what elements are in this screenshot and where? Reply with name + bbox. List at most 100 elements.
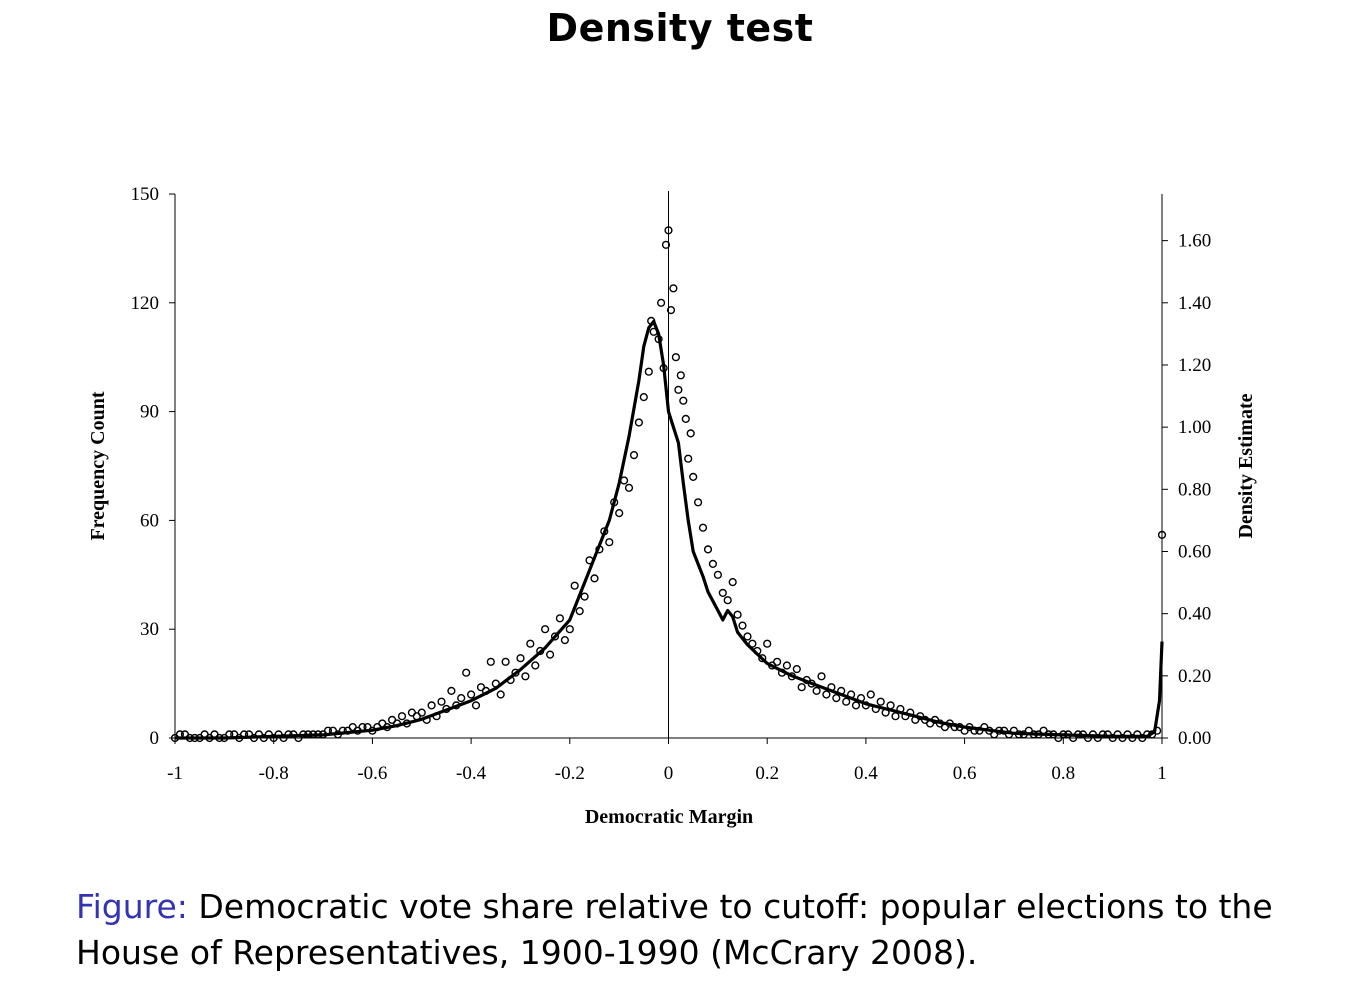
frequency-point — [550, 632, 560, 641]
frequency-point — [521, 672, 530, 681]
y-tick-label-right: 1.00 — [1178, 417, 1211, 438]
frequency-point — [792, 664, 801, 674]
frequency-point — [565, 625, 574, 634]
frequency-point — [671, 353, 681, 362]
frequency-point — [545, 650, 555, 659]
frequency-point — [822, 690, 831, 699]
frequency-point — [733, 610, 742, 619]
x-tick-label: -0.8 — [259, 763, 289, 784]
frequency-point — [427, 701, 436, 710]
frequency-point — [686, 429, 695, 438]
frequency-point — [718, 588, 727, 598]
x-tick-label: -0.2 — [555, 763, 585, 784]
frequency-point — [644, 367, 653, 376]
frequency-point — [462, 668, 471, 677]
y-tick-label-left: 150 — [131, 184, 160, 205]
frequency-point — [1157, 530, 1167, 540]
y-tick-label-left: 90 — [140, 402, 159, 423]
y-tick-label-right: 0.00 — [1178, 728, 1211, 749]
frequency-point — [763, 639, 772, 648]
frequency-point — [560, 635, 570, 645]
frequency-point — [540, 625, 550, 634]
slide-title: Density test — [546, 6, 814, 50]
frequency-point — [748, 639, 757, 648]
frequency-point — [681, 414, 690, 424]
frequency-point — [708, 559, 718, 569]
x-axis-title: Democratic Margin — [585, 806, 753, 828]
marks-layer — [170, 226, 1167, 743]
frequency-point — [397, 712, 407, 721]
frequency-point — [417, 708, 426, 717]
frequency-point — [728, 577, 737, 587]
x-tick-label: -1 — [167, 763, 183, 784]
frequency-point — [664, 226, 673, 235]
x-tick-label: 0.6 — [953, 763, 977, 784]
y-tick-label-right: 0.60 — [1178, 541, 1211, 562]
frequency-point — [676, 371, 685, 380]
frequency-point — [698, 523, 708, 532]
frequency-point — [526, 639, 535, 648]
frequency-point — [684, 454, 693, 463]
caption-text: Democratic vote share relative to cutoff… — [76, 887, 1273, 972]
frequency-point — [832, 693, 841, 703]
frequency-point — [467, 690, 476, 699]
y-tick-label-left: 120 — [131, 293, 160, 314]
frequency-point — [738, 621, 747, 630]
frequency-point — [693, 498, 703, 507]
frequency-point — [758, 654, 767, 663]
frequency-point — [457, 693, 466, 703]
frequency-point — [876, 697, 885, 706]
frequency-point — [580, 592, 589, 601]
x-tick-label: 0.4 — [854, 763, 878, 784]
frequency-point — [447, 686, 456, 696]
y-axis-title-right: Density Estimate — [1235, 393, 1257, 538]
frequency-point — [743, 632, 752, 641]
frequency-point — [656, 298, 666, 307]
frequency-point — [669, 284, 678, 293]
y-axis-title-left: Frequency Count — [87, 391, 109, 540]
frequency-point — [615, 508, 624, 518]
frequency-point — [605, 538, 614, 547]
frequency-point — [575, 606, 584, 616]
y-tick-label-right: 1.40 — [1178, 293, 1211, 314]
frequency-point — [471, 701, 481, 710]
density-test-chart: 0 30 60 90 120 150 0.00 0.20 0.40 0.60 0.80 1.00 1.2… — [87, 184, 1257, 828]
y-tick-label-right: 1.60 — [1178, 231, 1211, 252]
frequency-point — [496, 690, 505, 699]
frequency-point — [674, 385, 683, 394]
y-tick-label-left: 60 — [140, 510, 159, 531]
figure-caption: Figure: Democratic vote share relative t… — [76, 884, 1276, 976]
frequency-point — [531, 661, 540, 670]
frequency-point — [851, 701, 861, 710]
frequency-point — [639, 393, 648, 402]
frequency-point — [842, 697, 851, 706]
frequency-point — [555, 614, 565, 623]
frequency-point — [634, 418, 644, 427]
frequency-point — [661, 240, 671, 249]
frequency-point — [782, 661, 792, 670]
ticks-layer: 03060901201500.000.200.400.600.801.001.2… — [131, 184, 1212, 784]
axes-layer — [174, 191, 1163, 739]
frequency-point — [679, 396, 688, 405]
caption-prefix: Figure: — [76, 887, 188, 926]
frequency-point — [797, 683, 806, 692]
x-tick-label: 0 — [664, 763, 674, 784]
y-tick-label-right: 0.20 — [1178, 666, 1211, 687]
chart-canvas: 03060901201500.000.200.400.600.801.001.2… — [87, 184, 1257, 828]
y-tick-label-left: 0 — [150, 728, 160, 749]
frequency-point — [817, 672, 826, 681]
density-estimate-line — [175, 319, 1164, 740]
frequency-point — [501, 657, 510, 666]
x-tick-label: 0.8 — [1051, 763, 1075, 784]
frequency-point — [590, 574, 599, 583]
frequency-point — [772, 657, 782, 666]
x-tick-label: -0.4 — [456, 763, 487, 784]
frequency-point — [713, 570, 723, 579]
frequency-point — [486, 657, 495, 666]
frequency-point — [624, 483, 634, 492]
frequency-point — [666, 306, 676, 315]
y-tick-label-left: 30 — [140, 619, 159, 640]
frequency-point — [570, 581, 579, 590]
frequency-point — [812, 686, 821, 696]
frequency-point — [516, 654, 525, 663]
